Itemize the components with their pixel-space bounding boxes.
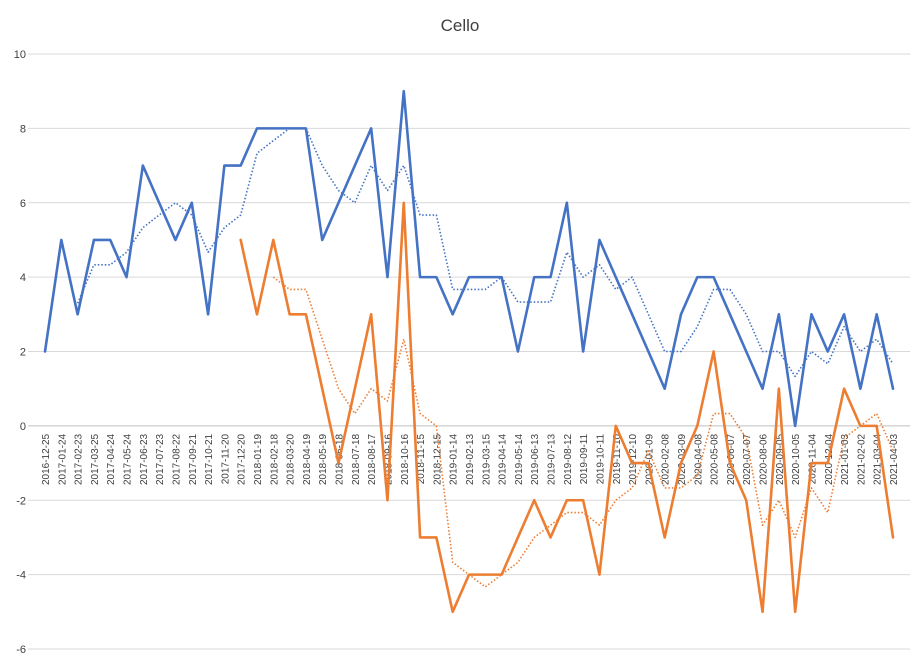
x-tick-label: 2018-11-15 <box>416 433 427 484</box>
x-tick-label: 2020-11-04 <box>807 433 818 484</box>
x-tick-label: 2019-10-11 <box>595 433 606 484</box>
chart-title: Cello <box>440 16 480 35</box>
x-tick-label: 2020-01-09 <box>644 433 655 485</box>
x-tick-label: 2018-05-19 <box>318 433 329 485</box>
x-tick-label: 2018-01-19 <box>253 433 264 485</box>
x-tick-label: 2019-05-14 <box>514 433 525 485</box>
y-tick-label: 10 <box>14 49 26 61</box>
x-tick-label: 2017-06-23 <box>139 433 150 485</box>
y-tick-label: -6 <box>16 644 26 656</box>
x-tick-label: 2018-12-15 <box>432 433 443 485</box>
x-tick-label: 2016-12-25 <box>41 433 52 485</box>
x-tick-label: 2018-02-18 <box>269 433 280 485</box>
x-tick-label: 2021-02-02 <box>856 433 867 485</box>
series-line-1 <box>43 89 895 428</box>
x-tick-label: 2017-07-23 <box>155 433 166 485</box>
x-tick-label: 2017-12-20 <box>237 433 248 485</box>
x-tick-label: 2019-07-13 <box>547 433 558 485</box>
x-tick-label: 2019-04-14 <box>498 433 509 485</box>
x-tick-label: 2018-08-17 <box>367 433 378 485</box>
x-tick-label: 2021-03-04 <box>873 433 884 485</box>
x-tick-label: 2017-04-24 <box>106 433 117 485</box>
x-tick-label: 2020-10-05 <box>791 433 802 485</box>
x-tick-label: 2018-10-16 <box>400 433 411 485</box>
x-tick-label: 2020-05-08 <box>710 433 721 485</box>
y-tick-label: 2 <box>20 347 26 359</box>
y-tick-label: 4 <box>20 272 26 284</box>
x-tick-label: 2018-03-20 <box>286 433 297 485</box>
x-tick-label: 2020-07-07 <box>742 433 753 485</box>
x-tick-label: 2019-01-14 <box>449 433 460 485</box>
x-tick-label: 2019-02-13 <box>465 433 476 485</box>
x-tick-label: 2020-02-08 <box>661 433 672 485</box>
series-line-2 <box>76 127 894 378</box>
x-tick-label: 2019-06-13 <box>530 433 541 485</box>
series-line-4 <box>272 276 894 588</box>
x-tick-label: 2018-04-19 <box>302 433 313 485</box>
x-tick-label: 2017-01-24 <box>57 433 68 485</box>
x-tick-label: 2019-03-15 <box>481 433 492 485</box>
x-tick-label: 2020-06-07 <box>726 433 737 485</box>
x-tick-label: 2020-04-08 <box>693 433 704 485</box>
x-tick-label: 2017-05-24 <box>123 433 134 485</box>
x-tick-label: 2020-09-05 <box>775 433 786 485</box>
x-tick-label: 2017-03-25 <box>90 433 101 485</box>
x-tick-label: 2018-07-18 <box>351 433 362 485</box>
x-tick-label: 2017-10-21 <box>204 433 215 485</box>
x-tick-label: 2019-11-10 <box>612 433 623 484</box>
y-tick-label: 6 <box>20 198 26 210</box>
x-tick-label: 2020-08-06 <box>759 433 770 485</box>
x-tick-label: 2019-12-10 <box>628 433 639 485</box>
x-tick-label: 2019-08-12 <box>563 433 574 485</box>
x-tick-label: 2021-04-03 <box>889 433 900 485</box>
x-tick-label: 2017-11-20 <box>220 433 231 484</box>
y-tick-label: -2 <box>16 495 26 507</box>
series-line-3 <box>239 201 895 614</box>
x-tick-label: 2019-09-11 <box>579 433 590 484</box>
y-tick-label: 8 <box>20 123 26 135</box>
x-tick-label: 2017-02-23 <box>74 433 85 485</box>
y-tick-label: -4 <box>16 570 26 582</box>
x-tick-label: 2017-08-22 <box>171 433 182 485</box>
x-tick-label: 2017-09-21 <box>188 433 199 485</box>
y-tick-label: 0 <box>20 421 26 433</box>
x-tick-label: 2021-01-03 <box>840 433 851 485</box>
